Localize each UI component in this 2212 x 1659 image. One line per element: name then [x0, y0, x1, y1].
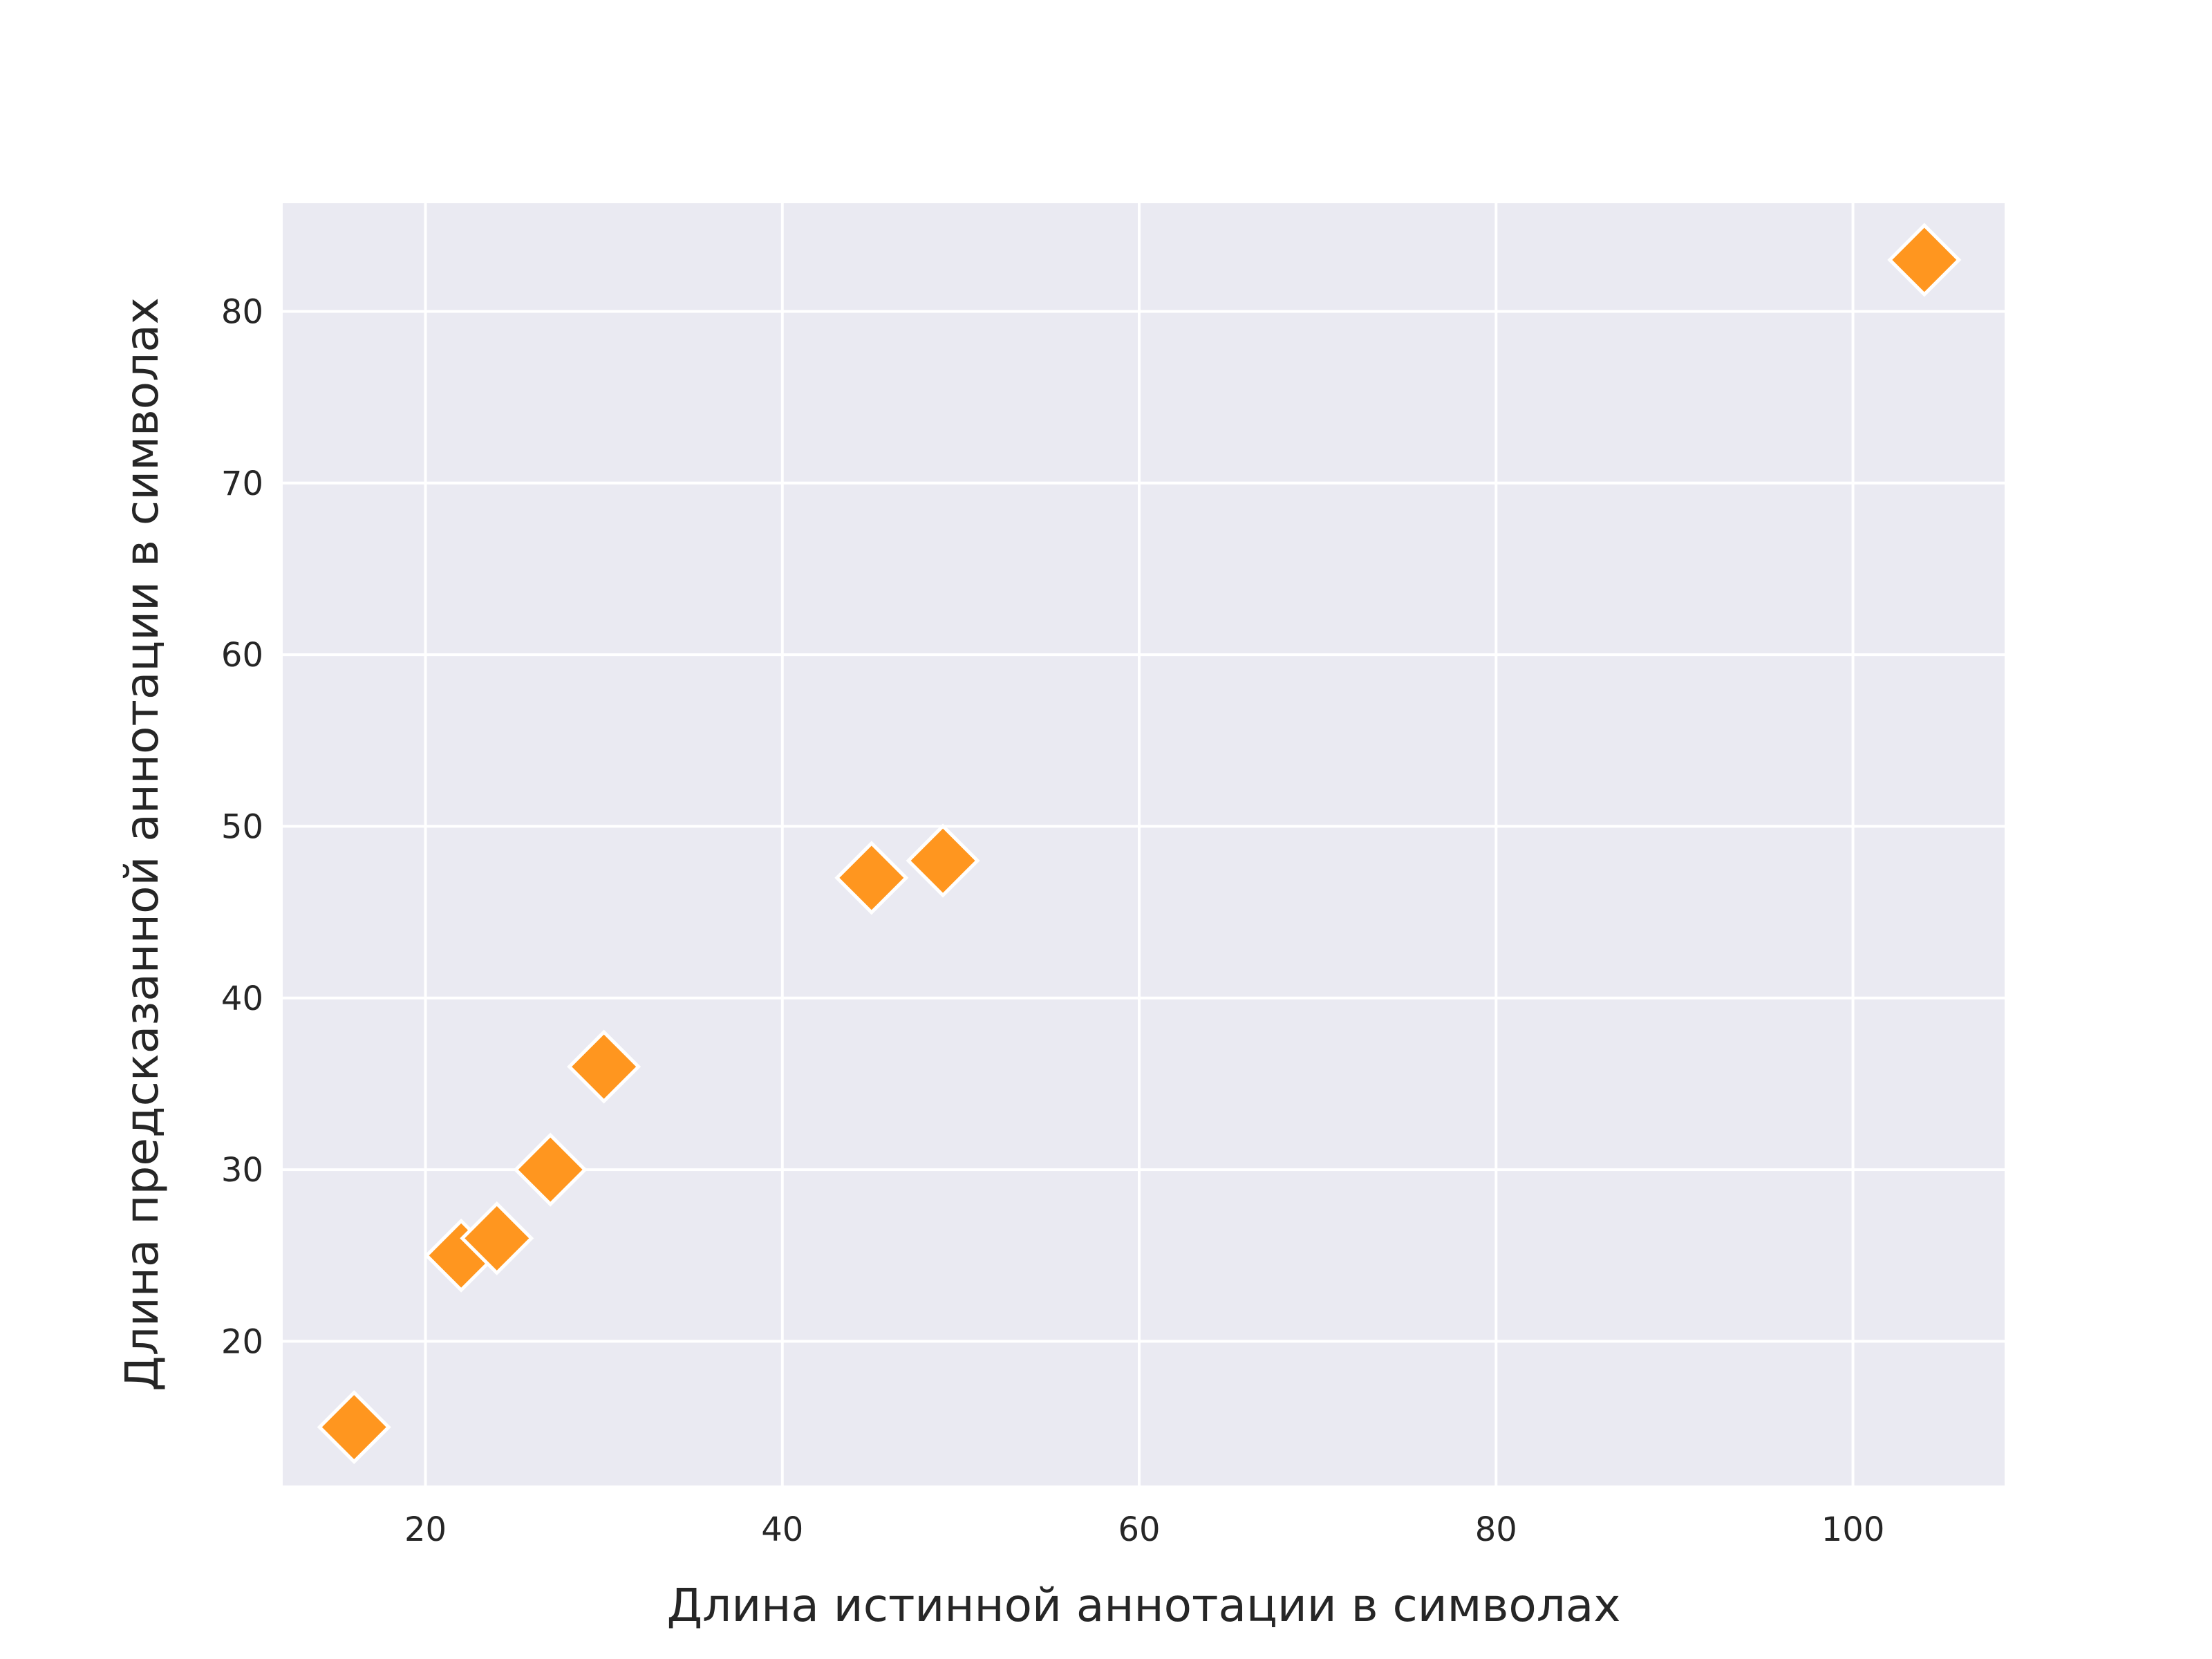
- y-tick-label: 80: [221, 292, 263, 331]
- data-point: [906, 823, 980, 898]
- x-tick-label: 80: [1475, 1510, 1517, 1549]
- x-axis-label: Длина истинной аннотации в символах: [667, 1579, 1621, 1632]
- plot-area: [283, 203, 2005, 1485]
- y-tick-label: 60: [221, 636, 263, 675]
- y-tick-label: 40: [221, 980, 263, 1018]
- data-point: [460, 1201, 534, 1275]
- y-tick-label: 70: [221, 465, 263, 503]
- data-point: [1887, 223, 1962, 297]
- data-points: [317, 223, 1962, 1465]
- data-point: [317, 1390, 391, 1465]
- x-tick-labels: 20 40 60 80 100: [404, 1510, 1884, 1549]
- x-tick-label: 40: [761, 1510, 803, 1549]
- y-axis-label: Длина предсказанной аннотации в символах: [115, 297, 169, 1391]
- data-point: [513, 1132, 588, 1207]
- x-tick-label: 60: [1118, 1510, 1161, 1549]
- y-tick-label: 30: [221, 1151, 263, 1190]
- data-point: [567, 1029, 641, 1104]
- y-tick-label: 50: [221, 807, 263, 846]
- data-point: [834, 841, 909, 915]
- x-tick-label: 20: [404, 1510, 447, 1549]
- y-tick-label: 20: [221, 1322, 263, 1361]
- y-tick-labels: 20 30 40 50 60 70 80: [221, 292, 263, 1361]
- x-tick-label: 100: [1821, 1510, 1885, 1549]
